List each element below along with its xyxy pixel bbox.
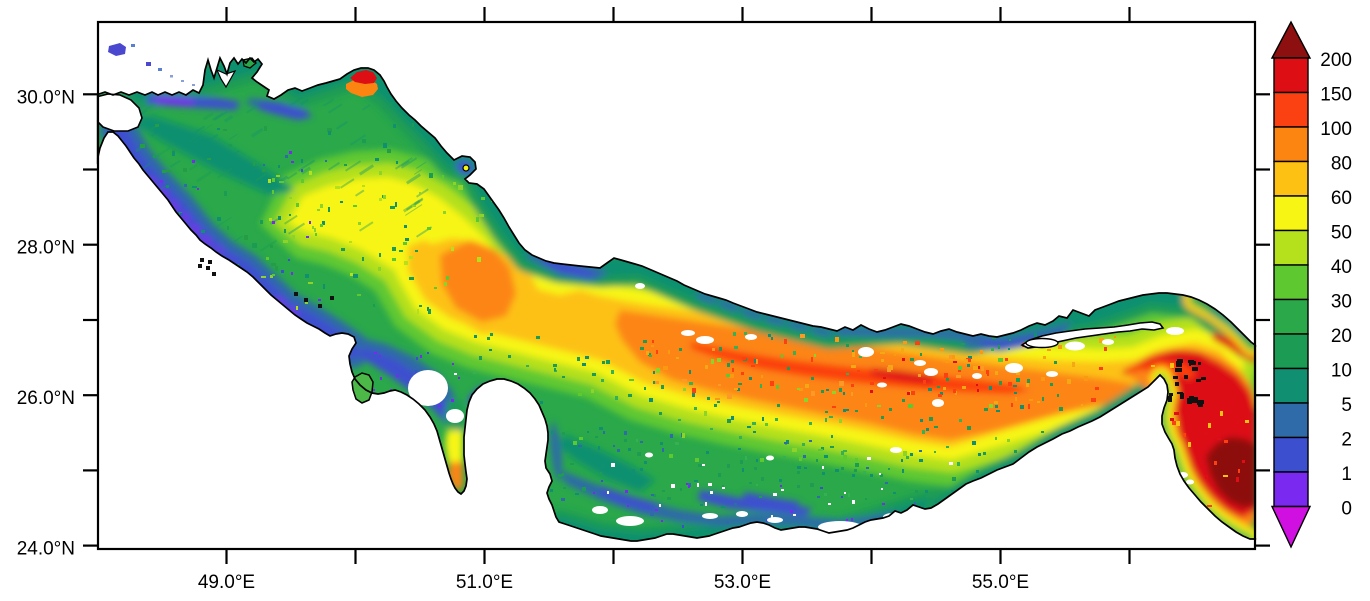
svg-text:28.0°N: 28.0°N: [17, 238, 75, 259]
svg-text:5: 5: [1341, 395, 1352, 416]
svg-text:80: 80: [1331, 154, 1352, 175]
svg-text:53.0°E: 53.0°E: [714, 572, 771, 593]
svg-text:50: 50: [1331, 223, 1352, 244]
svg-text:1: 1: [1341, 464, 1352, 485]
svg-text:200: 200: [1320, 50, 1352, 71]
svg-text:40: 40: [1331, 257, 1352, 278]
svg-text:2: 2: [1341, 430, 1352, 451]
svg-text:24.0°N: 24.0°N: [17, 539, 75, 560]
svg-text:150: 150: [1320, 85, 1352, 106]
svg-text:55.0°E: 55.0°E: [972, 572, 1029, 593]
svg-text:0: 0: [1341, 499, 1352, 520]
svg-text:20: 20: [1331, 326, 1352, 347]
svg-text:51.0°E: 51.0°E: [456, 572, 513, 593]
svg-text:30.0°N: 30.0°N: [17, 87, 75, 108]
svg-text:30: 30: [1331, 292, 1352, 313]
svg-text:100: 100: [1320, 119, 1352, 140]
svg-text:10: 10: [1331, 361, 1352, 382]
svg-text:26.0°N: 26.0°N: [17, 388, 75, 409]
svg-text:60: 60: [1331, 188, 1352, 209]
svg-text:49.0°E: 49.0°E: [198, 572, 255, 593]
